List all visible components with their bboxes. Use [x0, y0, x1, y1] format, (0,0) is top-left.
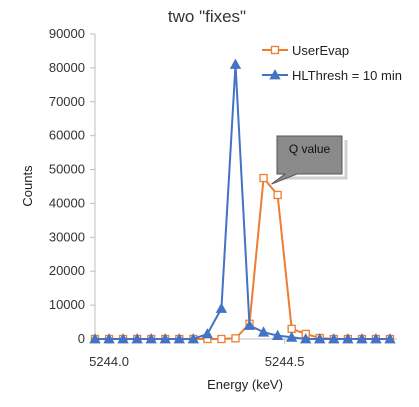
series-hlthresh [89, 58, 396, 344]
legend-marker [270, 45, 280, 55]
x-axis-label: Energy (keV) [207, 377, 283, 392]
data-point [259, 173, 268, 183]
series-line [95, 64, 390, 340]
data-point [356, 333, 368, 344]
data-point [273, 190, 282, 200]
callout-box [271, 135, 343, 185]
callout-shadow [281, 140, 348, 180]
data-point [117, 333, 129, 344]
data-point [384, 333, 396, 344]
y-tick-label: 50000 [49, 162, 85, 177]
data-point [287, 324, 296, 333]
data-point [215, 302, 228, 313]
data-point [173, 333, 185, 344]
y-tick-label: 20000 [49, 263, 85, 278]
data-point [314, 333, 326, 344]
x-tick-label: 5244.0 [89, 354, 129, 369]
legend-label: HLThresh = 10 min [292, 68, 402, 83]
callout-label: Q value [289, 142, 331, 156]
data-point [231, 334, 240, 343]
data-point [131, 333, 143, 344]
data-point [103, 333, 115, 344]
chart-title: two "fixes" [168, 7, 246, 26]
y-tick-label: 0 [78, 331, 85, 346]
data-point [159, 333, 171, 344]
x-axis-ticks: 5244.0 5244.5 [89, 339, 305, 369]
y-tick-label: 80000 [49, 60, 85, 75]
data-point [243, 319, 256, 330]
y-tick-label: 70000 [49, 94, 85, 109]
y-axis-ticks: 0 10000 20000 30000 40000 50000 60000 70000 8000… [49, 26, 95, 346]
y-axis-label: Counts [20, 165, 35, 207]
series-layer [89, 58, 396, 344]
data-point [342, 333, 354, 344]
legend-label: UserEvap [292, 43, 349, 58]
q-value-callout: Q value [271, 135, 348, 185]
x-tick-label: 5244.5 [265, 354, 305, 369]
data-point [257, 326, 270, 337]
data-point [145, 333, 157, 344]
data-point [229, 58, 242, 69]
data-point [271, 329, 284, 341]
data-point [217, 334, 226, 344]
data-point [300, 333, 312, 344]
data-point [370, 333, 382, 344]
data-point [328, 333, 340, 344]
data-point [89, 333, 101, 344]
y-tick-label: 30000 [49, 229, 85, 244]
y-tick-label: 10000 [49, 297, 85, 312]
data-point [201, 328, 214, 339]
y-tick-label: 90000 [49, 26, 85, 41]
y-tick-label: 60000 [49, 128, 85, 143]
y-tick-label: 40000 [49, 195, 85, 210]
data-point [187, 333, 200, 344]
legend: UserEvap HLThresh = 10 min [262, 43, 402, 83]
data-point [285, 331, 298, 342]
legend-marker [269, 69, 281, 80]
